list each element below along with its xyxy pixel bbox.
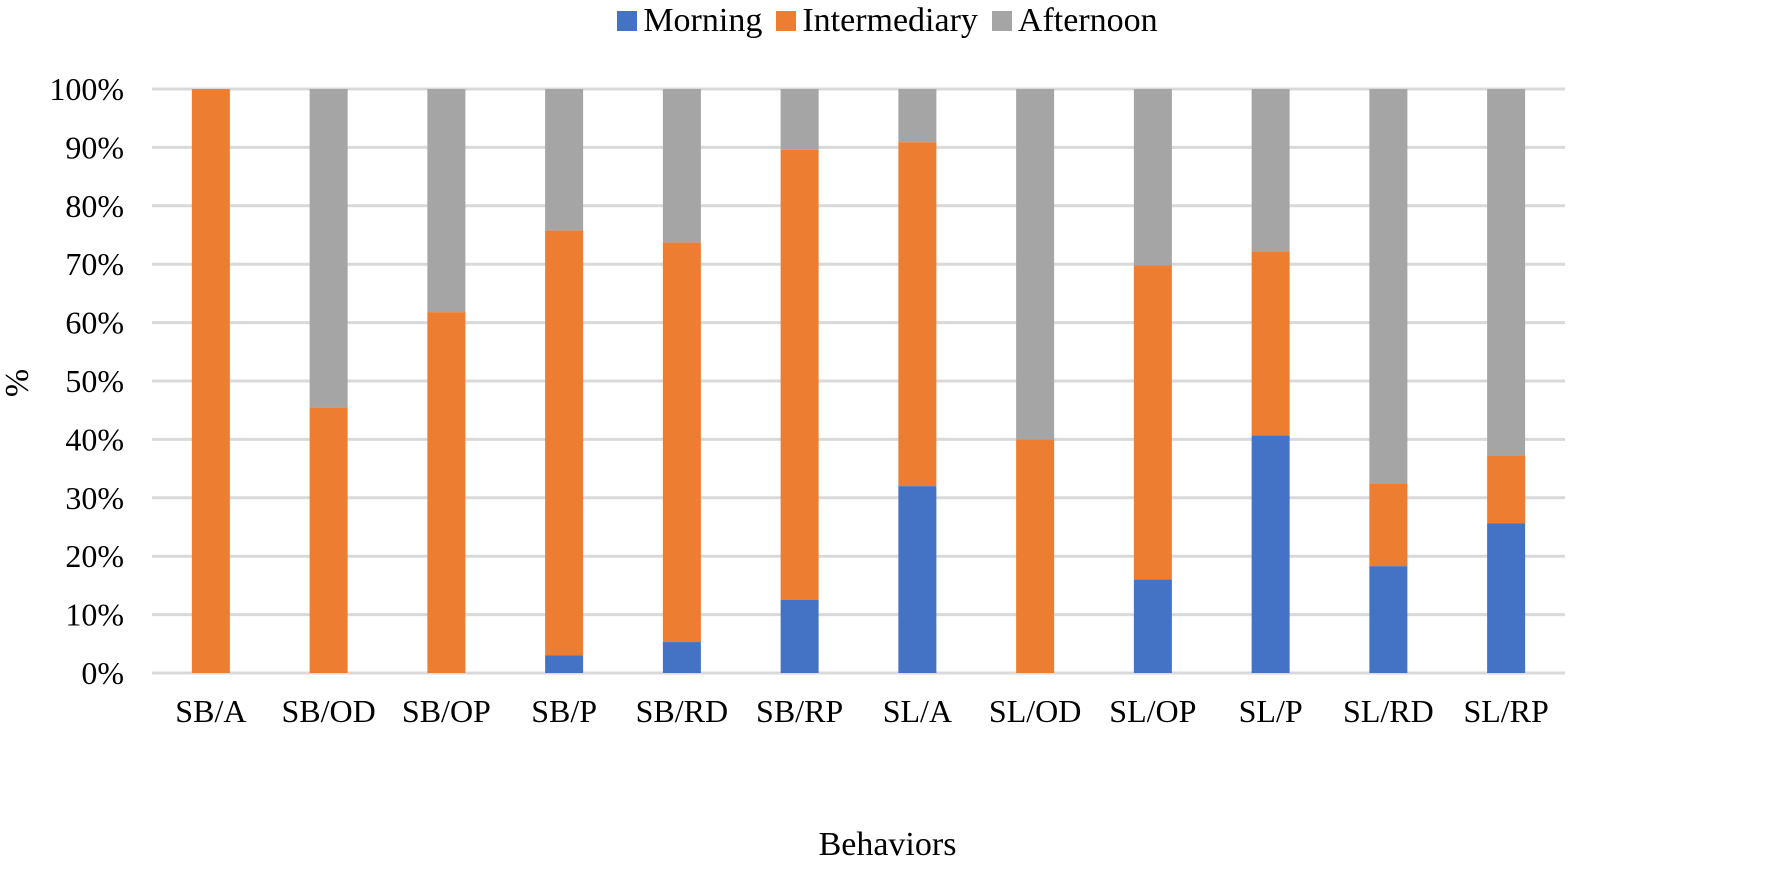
bar-sb-od-afternoon [309,89,348,408]
bar-sb-p-intermediary [545,230,584,656]
bar-sb-p-morning [545,655,584,673]
y-tick-label: 10% [65,597,124,633]
y-tick-label: 100% [49,71,124,107]
x-tick-label: SL/P [1239,693,1303,729]
bar-sl-rd-morning [1369,566,1408,673]
legend-label: Afternoon [1017,2,1158,39]
x-tick-label: SB/OP [402,693,491,729]
bar-sl-rp-afternoon [1487,89,1526,456]
legend-item-afternoon: Afternoon [991,2,1158,40]
x-axis-title: Behaviors [818,826,957,863]
bar-sb-rp-morning [780,600,819,673]
bar-sl-op-afternoon [1133,89,1172,266]
x-tick-label: SL/RP [1463,693,1548,729]
bar-sl-p-morning [1251,435,1290,673]
bar-sl-od-intermediary [1016,439,1055,673]
x-tick-label: SB/A [175,693,246,729]
x-tick-label: SB/RD [636,693,728,729]
chart-legend: Morning Intermediary Afternoon [0,2,1775,40]
bar-sb-rd-afternoon [662,89,701,243]
x-tick-label: SL/A [883,693,952,729]
gridlines [152,87,1565,675]
y-tick-label: 40% [65,421,124,457]
x-tick-label: SL/OD [989,693,1081,729]
bar-sl-rd-intermediary [1369,483,1408,567]
bar-sl-rp-intermediary [1487,455,1526,524]
x-tick-label: SB/OD [282,693,376,729]
legend-item-morning: Morning [617,2,762,40]
x-tick-label: SB/RP [756,693,843,729]
bar-sl-p-afternoon [1251,89,1290,252]
bar-sl-rd-afternoon [1369,89,1408,484]
y-tick-label: 20% [65,538,124,574]
x-tick-label: SL/OP [1109,693,1196,729]
legend-swatch-afternoon [991,11,1012,31]
bar-sb-a-intermediary [191,89,230,673]
legend-swatch-morning [617,11,638,31]
legend-item-intermediary: Intermediary [776,2,978,40]
bar-sl-a-intermediary [898,142,937,487]
bar-sb-rp-afternoon [780,89,819,150]
bar-sb-rd-intermediary [662,242,701,643]
y-tick-label: 90% [65,129,124,165]
y-tick-label: 80% [65,188,124,224]
bar-sb-p-afternoon [545,89,584,231]
bar-sl-a-afternoon [898,89,937,143]
x-tick-label: SB/P [531,693,597,729]
bars [191,89,1526,673]
y-tick-label: 0% [81,655,124,691]
x-axis-ticks: SB/A SB/OD SB/OP SB/P SB/RD SB/RP SL/A SL/OD SL/… [175,693,1549,729]
bar-sl-od-afternoon [1016,89,1055,440]
y-axis-title: % [0,368,36,398]
bar-sb-rp-intermediary [780,149,819,600]
y-axis-ticks: 0% 10% 20% 30% 40% 50% 60% 70% 80% 90% 100% [49,71,124,691]
y-tick-label: 30% [65,480,124,516]
y-tick-label: 60% [65,305,124,341]
bar-sl-a-morning [898,486,937,673]
legend-label: Morning [643,2,763,39]
bar-sl-p-intermediary [1251,251,1290,436]
bar-sl-op-morning [1133,579,1172,673]
bar-sb-od-intermediary [309,407,348,673]
bar-sb-op-afternoon [427,89,466,313]
bar-sb-rd-morning [662,642,701,673]
bar-sb-op-intermediary [427,312,466,673]
y-tick-label: 70% [65,246,124,282]
bar-sl-op-intermediary [1133,265,1172,580]
legend-swatch-intermediary [776,11,797,31]
x-tick-label: SL/RD [1343,693,1434,729]
bar-sl-rp-morning [1487,523,1526,673]
y-tick-label: 50% [65,363,124,399]
legend-label: Intermediary [802,2,978,39]
